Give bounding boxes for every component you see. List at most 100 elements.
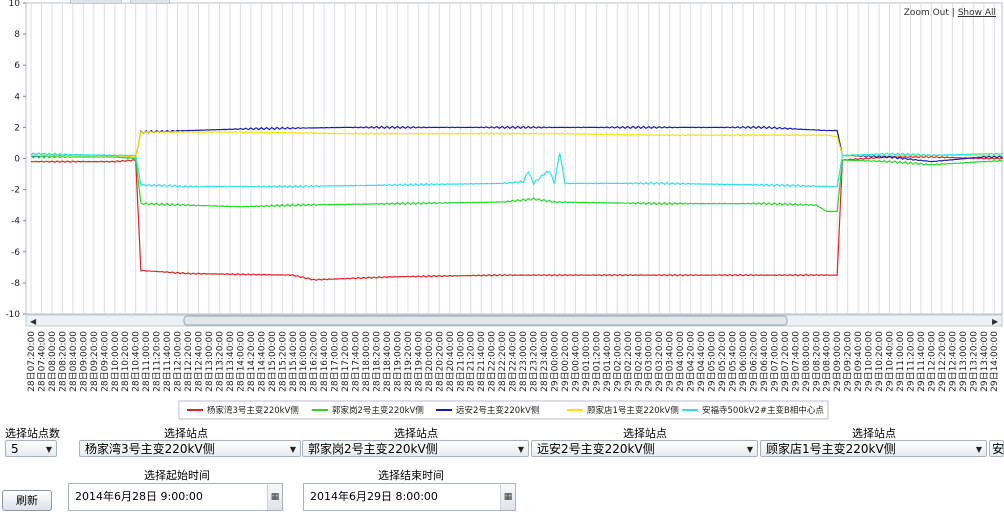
x-tick-label: 29日07:40:00 bbox=[790, 331, 801, 392]
x-tick-label: 29日09:20:00 bbox=[843, 331, 854, 392]
site-count-select[interactable]: 5 ▼ bbox=[5, 440, 57, 457]
x-tick-label: 29日09:40:00 bbox=[853, 331, 864, 392]
x-tick-label: 29日10:40:00 bbox=[885, 331, 896, 392]
top-tab-left[interactable] bbox=[70, 0, 122, 4]
y-tick-label: 8 bbox=[14, 30, 20, 40]
chevron-down-icon: ▼ bbox=[975, 445, 982, 454]
x-tick-label: 28日11:20:00 bbox=[152, 331, 163, 392]
horizontal-scrollbar[interactable]: ◀ ▶ bbox=[25, 314, 1003, 327]
x-tick-label: 28日16:40:00 bbox=[319, 331, 330, 392]
refresh-button[interactable]: 刷新 bbox=[2, 490, 52, 511]
x-tick-label: 28日14:20:00 bbox=[246, 331, 257, 392]
x-tick-label: 28日10:20:00 bbox=[120, 331, 131, 392]
series-lines bbox=[30, 125, 1003, 281]
site-select-4[interactable]: 顾家店1号主变220kV侧 ▼ bbox=[760, 440, 987, 457]
x-tick-label: 29日11:00:00 bbox=[895, 331, 906, 392]
x-tick-label: 28日21:20:00 bbox=[466, 331, 477, 392]
x-tick-label: 29日09:00:00 bbox=[832, 331, 843, 392]
chevron-down-icon: ▼ bbox=[517, 445, 524, 454]
x-tick-label: 29日12:20:00 bbox=[937, 331, 948, 392]
legend-label: 安福寺500kV2#主变B相中心点 bbox=[702, 405, 824, 416]
zoom-links: Zoom Out | Show All bbox=[904, 8, 996, 18]
start-time-value: 2014年6月28日 9:00:00 bbox=[75, 490, 203, 503]
x-tick-label: 28日18:20:00 bbox=[372, 331, 383, 392]
site-select-1[interactable]: 杨家湾3号主变220kV侧 ▼ bbox=[79, 440, 301, 457]
calendar-icon[interactable]: ▦ bbox=[500, 484, 515, 510]
x-tick-label: 28日16:00:00 bbox=[298, 331, 309, 392]
calendar-icon[interactable]: ▦ bbox=[267, 484, 282, 510]
x-tick-label: 28日17:00:00 bbox=[330, 331, 341, 392]
x-tick-label: 28日19:20:00 bbox=[403, 331, 414, 392]
x-tick-label: 29日06:00:00 bbox=[738, 331, 749, 392]
legend: 杨家湾3号主变220kV侧 郭家岗2号主变220kV侧 远安2号主变220kV侧 顾家… bbox=[178, 400, 829, 420]
site-label-4: 选择站点 bbox=[852, 427, 896, 440]
x-tick-label: 28日12:00:00 bbox=[173, 331, 184, 392]
x-tick-label: 28日11:00:00 bbox=[141, 331, 152, 392]
site-select-3[interactable]: 远安2号主变220kV侧 ▼ bbox=[531, 440, 758, 457]
x-tick-label: 28日23:00:00 bbox=[518, 331, 529, 392]
x-tick-label: 29日07:00:00 bbox=[769, 331, 780, 392]
x-tick-label: 28日10:40:00 bbox=[131, 331, 142, 392]
x-tick-label: 29日08:20:00 bbox=[811, 331, 822, 392]
scroll-left-arrow[interactable]: ◀ bbox=[30, 317, 37, 326]
site-count-label: 选择站点数 bbox=[5, 427, 60, 440]
top-tab-right[interactable] bbox=[130, 0, 170, 4]
x-tick-label: 28日21:40:00 bbox=[476, 331, 487, 392]
x-tick-label: 28日18:00:00 bbox=[361, 331, 372, 392]
x-tick-label: 28日13:40:00 bbox=[225, 331, 236, 392]
scroll-right-arrow[interactable]: ▶ bbox=[992, 317, 999, 326]
x-tick-label: 29日02:40:00 bbox=[633, 331, 644, 392]
y-tick-label: 0 bbox=[14, 155, 20, 165]
show-all-link[interactable]: Show All bbox=[957, 8, 996, 18]
x-tick-label: 28日15:40:00 bbox=[288, 331, 299, 392]
x-tick-label: 29日10:20:00 bbox=[874, 331, 885, 392]
y-tick-label: 4 bbox=[14, 92, 20, 102]
x-tick-label: 29日06:40:00 bbox=[759, 331, 770, 392]
y-tick-label: -8 bbox=[11, 279, 20, 289]
chevron-down-icon: ▼ bbox=[746, 445, 753, 454]
chevron-down-icon: ▼ bbox=[45, 445, 52, 454]
x-tick-label: 28日19:00:00 bbox=[392, 331, 403, 392]
site-select-5[interactable]: 安 bbox=[989, 440, 1004, 457]
legend-label: 远安2号主变220kV侧 bbox=[456, 405, 539, 416]
x-tick-label: 28日23:40:00 bbox=[539, 331, 550, 392]
end-time-label: 选择结束时间 bbox=[378, 469, 444, 482]
series-line bbox=[30, 155, 1003, 213]
x-tick-label: 29日14:00:00 bbox=[989, 331, 1000, 392]
legend-label: 顾家店1号主变220kV侧 bbox=[587, 405, 679, 416]
x-tick-label: 28日14:00:00 bbox=[235, 331, 246, 392]
x-tick-label: 28日09:00:00 bbox=[78, 331, 89, 392]
site-label-2: 选择站点 bbox=[394, 427, 438, 440]
x-tick-label: 29日08:00:00 bbox=[801, 331, 812, 392]
zoom-out-link[interactable]: Zoom Out bbox=[903, 8, 949, 18]
x-tick-label: 28日07:20:00 bbox=[26, 331, 37, 392]
x-tick-label: 28日23:20:00 bbox=[529, 331, 540, 392]
x-tick-label: 29日00:40:00 bbox=[570, 331, 581, 392]
scrollbar-thumb[interactable] bbox=[183, 315, 788, 326]
x-tick-label: 28日12:20:00 bbox=[183, 331, 194, 392]
site-select-4-value: 顾家店1号主变220kV侧 bbox=[766, 442, 896, 456]
site-select-3-value: 远安2号主变220kV侧 bbox=[537, 442, 655, 456]
x-tick-label: 29日06:20:00 bbox=[748, 331, 759, 392]
x-tick-label: 28日19:40:00 bbox=[413, 331, 424, 392]
x-tick-label: 28日09:40:00 bbox=[99, 331, 110, 392]
start-time-picker[interactable]: 2014年6月28日 9:00:00 ▦ bbox=[68, 483, 283, 511]
x-tick-label: 28日13:20:00 bbox=[214, 331, 225, 392]
y-tick-label: -4 bbox=[11, 217, 20, 227]
x-tick-label: 29日05:20:00 bbox=[717, 331, 728, 392]
legend-box bbox=[178, 400, 829, 420]
x-tick-label: 29日00:20:00 bbox=[560, 331, 571, 392]
x-tick-label: 29日13:00:00 bbox=[958, 331, 969, 392]
x-tick-label: 28日22:20:00 bbox=[497, 331, 508, 392]
y-tick-label: -6 bbox=[11, 248, 20, 258]
legend-label: 郭家岗2号主变220kV侧 bbox=[332, 405, 424, 416]
x-tick-label: 28日22:40:00 bbox=[508, 331, 519, 392]
x-tick-label: 29日00:00:00 bbox=[550, 331, 561, 392]
y-tick-label: 10 bbox=[9, 0, 21, 9]
x-tick-label: 28日08:20:00 bbox=[57, 331, 68, 392]
y-axis: -10 -8 -6 -4 -2 0 2 4 6 8 10 bbox=[5, 0, 26, 320]
site-select-2[interactable]: 郭家岗2号主变220kV侧 ▼ bbox=[302, 440, 529, 457]
x-tick-label: 28日18:40:00 bbox=[382, 331, 393, 392]
end-time-picker[interactable]: 2014年6月29日 8:00:00 ▦ bbox=[303, 483, 516, 511]
x-tick-label: 28日10:00:00 bbox=[110, 331, 121, 392]
